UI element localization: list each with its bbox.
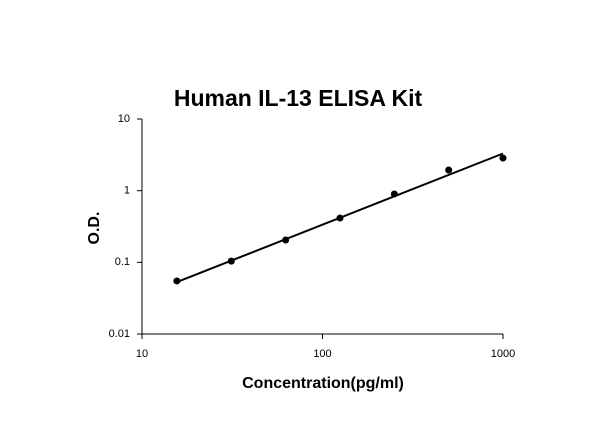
data-point: [282, 236, 290, 244]
data-point: [390, 190, 398, 198]
y-tick-label: 1: [124, 185, 130, 197]
chart-title: Human IL-13 ELISA Kit: [174, 85, 423, 111]
x-tick-label: 1000: [491, 348, 515, 360]
y-axis-label: O.D.: [86, 212, 103, 245]
data-point: [173, 277, 181, 285]
data-point: [227, 257, 235, 265]
data-point: [499, 154, 507, 162]
x-axis-label: Concentration(pg/ml): [242, 375, 404, 392]
x-tick-label: 10: [136, 348, 148, 360]
y-tick-label: 0.1: [115, 256, 130, 268]
data-point: [336, 214, 344, 222]
x-tick-label: 100: [313, 348, 331, 360]
data-point: [445, 166, 453, 174]
y-tick-label: 10: [118, 113, 130, 125]
y-tick-label: 0.01: [109, 328, 130, 340]
